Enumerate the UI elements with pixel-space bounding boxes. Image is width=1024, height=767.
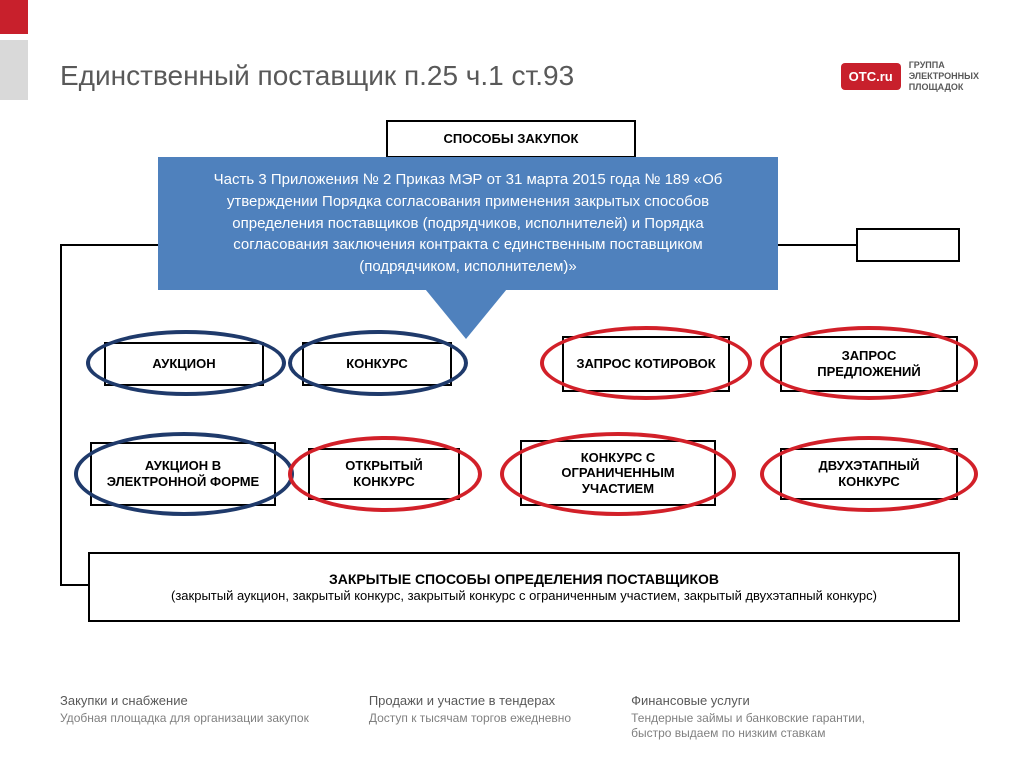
- connector-2: [60, 244, 62, 584]
- footer: Закупки и снабжение Удобная площадка для…: [60, 693, 964, 742]
- accent-gray-block: [0, 40, 28, 100]
- callout: Часть 3 Приложения № 2 Приказ МЭР от 31 …: [158, 157, 778, 290]
- box-two-stage: ДВУХЭТАПНЫЙ КОНКУРС: [780, 448, 958, 500]
- box-zapros-pred: ЗАПРОС ПРЕДЛОЖЕНИЙ: [780, 336, 958, 392]
- box-konkurs: КОНКУРС: [302, 342, 452, 386]
- closed-title: ЗАКРЫТЫЕ СПОСОБЫ ОПРЕДЕЛЕНИЯ ПОСТАВЩИКОВ: [171, 571, 877, 588]
- page-title: Единственный поставщик п.25 ч.1 ст.93: [60, 60, 574, 92]
- logo-text: ГРУППА ЭЛЕКТРОННЫХ ПЛОЩАДОК: [909, 60, 979, 92]
- box-closed: ЗАКРЫТЫЕ СПОСОБЫ ОПРЕДЕЛЕНИЯ ПОСТАВЩИКОВ…: [88, 552, 960, 622]
- footer-col-3: Финансовые услуги Тендерные займы и банк…: [631, 693, 865, 742]
- callout-arrow-icon: [421, 284, 511, 339]
- box-auction: АУКЦИОН: [104, 342, 264, 386]
- box-konk-ogr: КОНКУРС С ОГРАНИЧЕННЫМ УЧАСТИЕМ: [520, 440, 716, 506]
- accent-red-block: [0, 0, 28, 34]
- connector-3: [60, 584, 88, 586]
- box-hidden-right: [856, 228, 960, 262]
- closed-sub: (закрытый аукцион, закрытый конкурс, зак…: [171, 588, 877, 604]
- footer-col-1: Закупки и снабжение Удобная площадка для…: [60, 693, 309, 742]
- footer-col-2: Продажи и участие в тендерах Доступ к ты…: [369, 693, 571, 742]
- box-zapros-kot: ЗАПРОС КОТИРОВОК: [562, 336, 730, 392]
- box-open-konk: ОТКРЫТЫЙ КОНКУРС: [308, 448, 460, 500]
- box-root: СПОСОБЫ ЗАКУПОК: [386, 120, 636, 158]
- diagram: СПОСОБЫ ЗАКУПОК АУКЦИОН КОНКУРС ЗАПРОС К…: [40, 120, 980, 650]
- logo-badge: OTC.ru: [841, 63, 901, 90]
- logo: OTC.ru ГРУППА ЭЛЕКТРОННЫХ ПЛОЩАДОК: [841, 60, 979, 92]
- box-auction-ef: АУКЦИОН В ЭЛЕКТРОННОЙ ФОРМЕ: [90, 442, 276, 506]
